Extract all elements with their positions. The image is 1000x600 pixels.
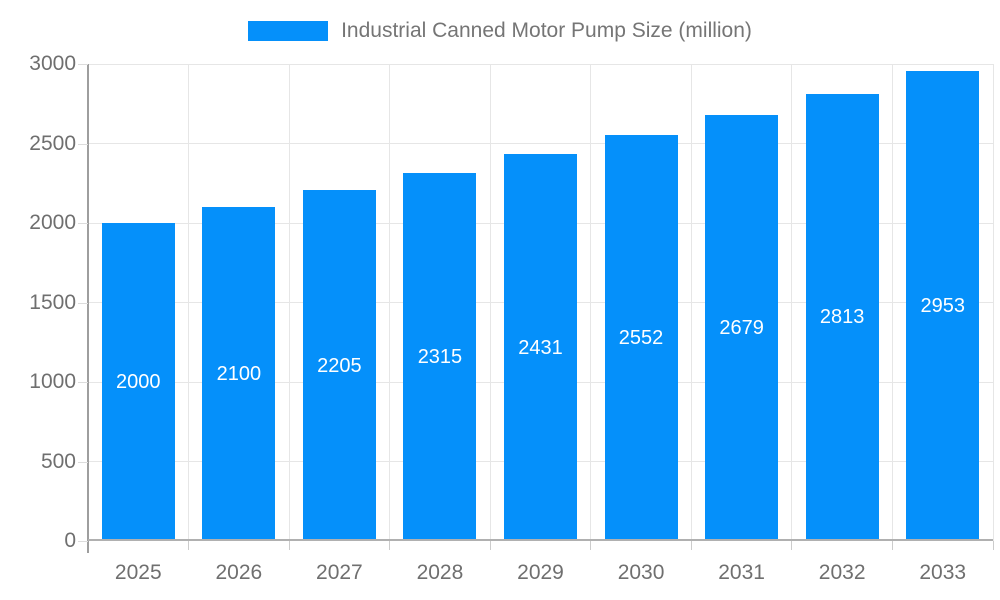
y-axis-label: 500	[40, 449, 76, 473]
x-axis-tick	[791, 541, 793, 550]
gridline-horizontal	[88, 63, 993, 65]
x-axis-label: 2033	[919, 561, 967, 584]
bar-value-label: 2100	[216, 363, 262, 386]
x-axis-tick	[389, 541, 391, 550]
bar-2030: 2552	[604, 135, 678, 541]
x-axis-label: 2032	[818, 561, 866, 584]
y-axis-tick	[78, 302, 88, 304]
legend-label: Industrial Canned Motor Pump Size (milli…	[341, 19, 752, 42]
x-axis-label: 2028	[416, 561, 464, 584]
bar-value-label: 2315	[417, 345, 463, 368]
y-axis-tick	[78, 382, 88, 383]
bar-2033: 2953	[906, 71, 980, 541]
gridline-vertical	[791, 64, 793, 541]
y-axis-tick	[78, 64, 88, 65]
x-axis-label: 2026	[215, 561, 263, 584]
x-axis-label: 2031	[718, 561, 765, 584]
gridline-vertical	[690, 64, 692, 541]
bar-value-label: 2679	[719, 317, 764, 340]
y-axis-line	[87, 64, 89, 553]
y-axis-label: 3000	[29, 52, 76, 75]
bar-value-label: 2953	[920, 295, 965, 318]
x-axis-label: 2029	[517, 561, 564, 584]
x-axis-label: 2025	[114, 561, 162, 584]
bar-value-label: 2205	[317, 354, 362, 377]
y-axis-label: 2000	[29, 211, 76, 234]
x-axis-tick	[590, 541, 592, 550]
x-axis-line	[88, 539, 993, 541]
y-axis-tick	[78, 541, 88, 542]
bar-value-label: 2552	[618, 327, 664, 350]
gridline-vertical	[188, 64, 190, 541]
gridline-vertical	[590, 64, 592, 541]
x-axis-label: 2027	[316, 561, 363, 584]
gridline-vertical	[288, 64, 290, 541]
y-axis-tick	[78, 143, 88, 145]
x-axis-tick	[891, 541, 893, 550]
gridline-horizontal	[88, 143, 993, 144]
bar-2026: 2100	[202, 207, 276, 541]
bar-value-label: 2000	[116, 371, 161, 393]
y-axis-tick	[78, 461, 88, 463]
x-axis-tick	[489, 541, 491, 550]
bar-2031: 2679	[705, 115, 779, 541]
gridline-vertical	[891, 64, 893, 541]
gridline-vertical	[992, 64, 994, 541]
gridline-vertical	[389, 64, 391, 541]
gridline-vertical	[489, 64, 491, 541]
bar-2025: 2000	[101, 223, 175, 541]
y-axis-label: 0	[64, 529, 76, 552]
legend-swatch-icon	[248, 21, 329, 41]
x-axis-tick	[288, 541, 290, 550]
y-axis-label: 1000	[29, 370, 76, 393]
bar-2028: 2315	[403, 172, 477, 541]
y-axis-label: 2500	[29, 131, 76, 155]
chart-legend: Industrial Canned Motor Pump Size (milli…	[0, 19, 1000, 43]
x-axis-tick	[188, 541, 190, 550]
x-axis-label: 2030	[617, 561, 665, 584]
y-axis-tick	[78, 223, 88, 224]
bar-2032: 2813	[805, 93, 879, 541]
x-axis-tick	[690, 541, 692, 550]
x-axis-tick	[992, 541, 994, 550]
bar-value-label: 2813	[819, 306, 865, 329]
bar-2029: 2431	[504, 154, 577, 541]
y-axis-label: 1500	[29, 290, 76, 314]
bar-value-label: 2431	[518, 336, 563, 359]
plot-area: 2000 2100 2205 2315 2431 2552 2679 2813 2953	[88, 63, 994, 541]
bar-2027: 2205	[302, 190, 376, 541]
